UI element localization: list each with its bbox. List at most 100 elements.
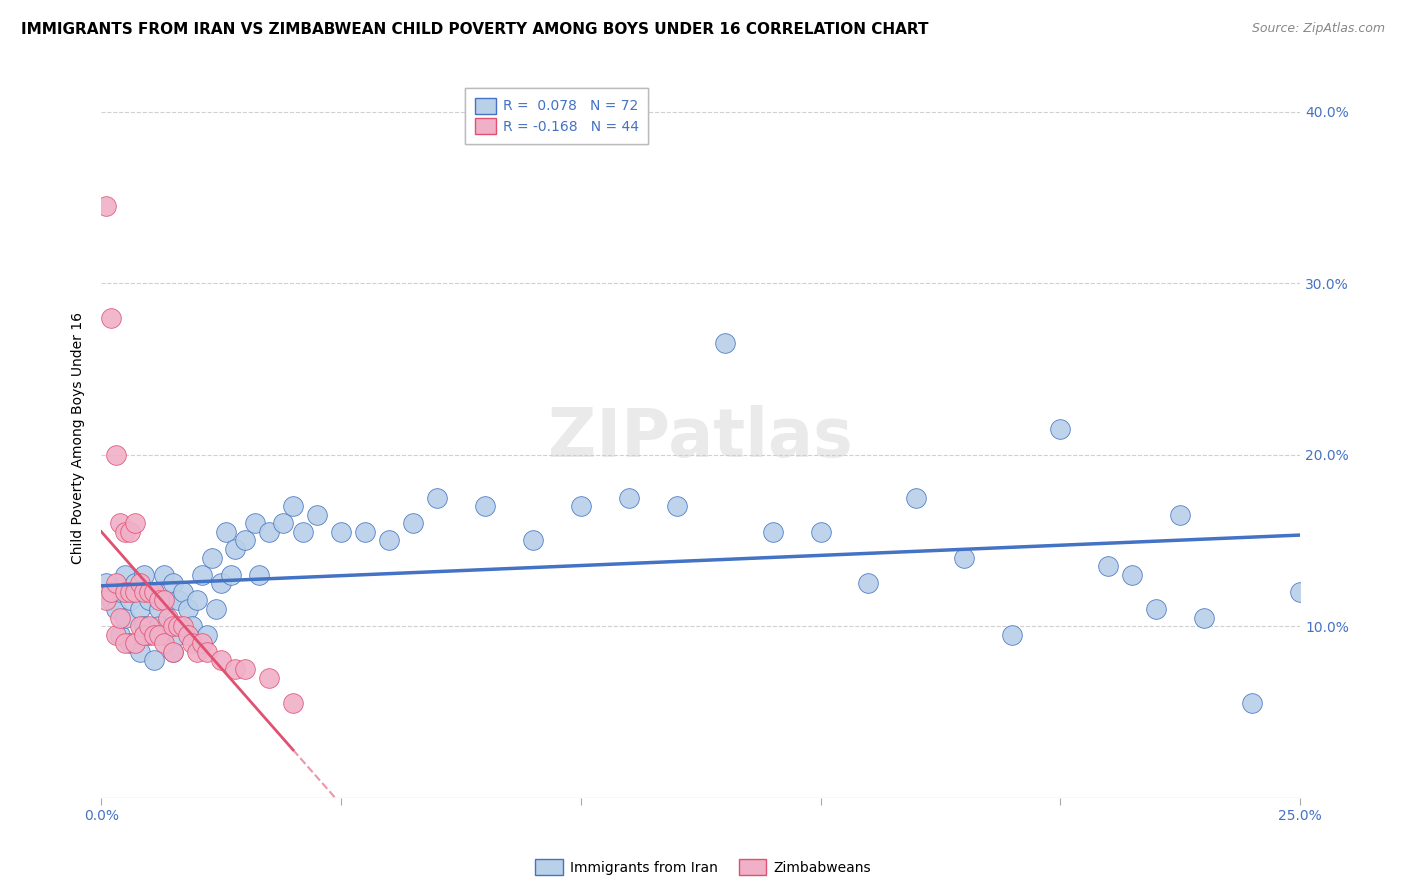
Point	[118, 593, 141, 607]
Point	[104, 448, 127, 462]
Point	[273, 516, 295, 531]
Point	[114, 636, 136, 650]
Point	[522, 533, 544, 548]
Point	[128, 602, 150, 616]
Point	[474, 499, 496, 513]
Point	[100, 593, 122, 607]
Point	[209, 576, 232, 591]
Point	[114, 585, 136, 599]
Point	[138, 628, 160, 642]
Point	[104, 576, 127, 591]
Point	[257, 671, 280, 685]
Point	[858, 576, 880, 591]
Point	[172, 619, 194, 633]
Point	[110, 628, 132, 642]
Point	[143, 653, 166, 667]
Point	[148, 628, 170, 642]
Point	[167, 619, 190, 633]
Point	[200, 550, 222, 565]
Point	[114, 567, 136, 582]
Point	[104, 602, 127, 616]
Point	[167, 628, 190, 642]
Point	[110, 585, 132, 599]
Point	[100, 310, 122, 325]
Point	[167, 593, 190, 607]
Point	[152, 636, 174, 650]
Point	[152, 628, 174, 642]
Point	[128, 645, 150, 659]
Point	[157, 593, 180, 607]
Point	[148, 619, 170, 633]
Point	[134, 585, 156, 599]
Point	[761, 524, 783, 539]
Point	[118, 585, 141, 599]
Text: Source: ZipAtlas.com: Source: ZipAtlas.com	[1251, 22, 1385, 36]
Point	[134, 567, 156, 582]
Point	[118, 524, 141, 539]
Point	[138, 619, 160, 633]
Legend: R =  0.078   N = 72, R = -0.168   N = 44: R = 0.078 N = 72, R = -0.168 N = 44	[465, 88, 648, 144]
Point	[305, 508, 328, 522]
Point	[128, 619, 150, 633]
Point	[138, 593, 160, 607]
Point	[1168, 508, 1191, 522]
Point	[1289, 585, 1312, 599]
Point	[143, 628, 166, 642]
Text: IMMIGRANTS FROM IRAN VS ZIMBABWEAN CHILD POVERTY AMONG BOYS UNDER 16 CORRELATION: IMMIGRANTS FROM IRAN VS ZIMBABWEAN CHILD…	[21, 22, 928, 37]
Text: ZIPatlas: ZIPatlas	[548, 405, 853, 471]
Point	[402, 516, 425, 531]
Point	[152, 593, 174, 607]
Point	[291, 524, 314, 539]
Point	[233, 533, 256, 548]
Point	[110, 516, 132, 531]
Point	[186, 593, 208, 607]
Point	[94, 199, 117, 213]
Point	[128, 576, 150, 591]
Point	[181, 619, 204, 633]
Point	[143, 585, 166, 599]
Point	[953, 550, 976, 565]
Point	[172, 585, 194, 599]
Point	[162, 645, 184, 659]
Point	[94, 593, 117, 607]
Point	[134, 619, 156, 633]
Point	[233, 662, 256, 676]
Point	[143, 585, 166, 599]
Point	[162, 619, 184, 633]
Point	[186, 645, 208, 659]
Point	[810, 524, 832, 539]
Point	[224, 541, 246, 556]
Point	[176, 602, 198, 616]
Point	[124, 636, 146, 650]
Point	[176, 628, 198, 642]
Y-axis label: Child Poverty Among Boys Under 16: Child Poverty Among Boys Under 16	[72, 311, 86, 564]
Point	[1121, 567, 1143, 582]
Point	[138, 585, 160, 599]
Point	[1241, 697, 1264, 711]
Point	[617, 491, 640, 505]
Point	[281, 499, 304, 513]
Point	[124, 576, 146, 591]
Point	[224, 662, 246, 676]
Point	[134, 628, 156, 642]
Point	[191, 636, 214, 650]
Point	[257, 524, 280, 539]
Point	[100, 585, 122, 599]
Point	[1049, 422, 1071, 436]
Point	[110, 610, 132, 624]
Point	[94, 576, 117, 591]
Point	[378, 533, 401, 548]
Point	[281, 697, 304, 711]
Point	[569, 499, 592, 513]
Point	[209, 653, 232, 667]
Point	[195, 628, 218, 642]
Point	[1144, 602, 1167, 616]
Point	[148, 593, 170, 607]
Point	[104, 628, 127, 642]
Point	[243, 516, 266, 531]
Point	[157, 610, 180, 624]
Point	[215, 524, 238, 539]
Point	[124, 516, 146, 531]
Point	[713, 336, 735, 351]
Point	[330, 524, 353, 539]
